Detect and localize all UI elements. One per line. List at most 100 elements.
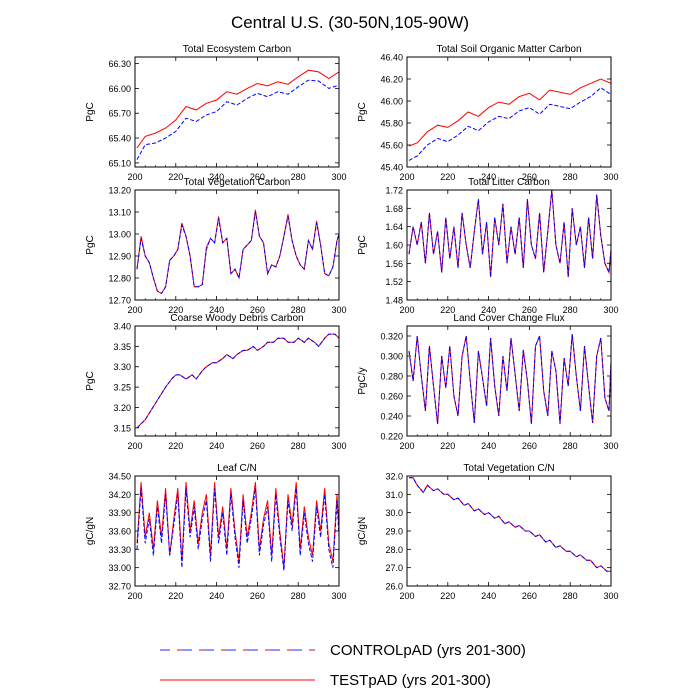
- plot-frame: [406, 56, 612, 168]
- panel-coarse-woody-debris-carbon: Coarse Woody Debris Carbon PgC 200 220 240 26…: [85, 313, 347, 451]
- x-tick-label: 240: [481, 172, 496, 182]
- y-tick-label: 65.10: [108, 158, 131, 168]
- y-tick-label: 3.40: [113, 322, 131, 332]
- x-tick-label: 260: [522, 172, 537, 182]
- x-tick-label: 280: [291, 441, 306, 451]
- legend-control-label: CONTROLpAD (yrs 201-300): [330, 642, 526, 659]
- panel-title: Total Vegetation C/N: [463, 463, 554, 474]
- x-tick-label: 280: [291, 305, 306, 315]
- y-tick-label: 3.35: [113, 342, 131, 352]
- series-line-controlpad: [408, 87, 611, 161]
- y-tick-label: 12.70: [108, 296, 131, 306]
- x-tick-label: 260: [522, 591, 537, 601]
- x-tick-label: 280: [563, 441, 578, 451]
- plot-frame: [134, 325, 340, 437]
- y-tick-label: 13.00: [108, 230, 131, 240]
- x-tick-label: 200: [399, 591, 414, 601]
- y-tick-label: 1.68: [385, 204, 403, 214]
- legend: CONTROLpAD (yrs 201-300) TESTpAD (yrs 20…: [160, 642, 526, 689]
- x-tick-label: 220: [440, 441, 455, 451]
- y-tick-label: 0.220: [380, 432, 403, 442]
- y-tick-label: 30.0: [385, 508, 403, 518]
- y-tick-label: 13.10: [108, 208, 131, 218]
- y-tick-label: 1.48: [385, 296, 403, 306]
- x-tick-label: 200: [127, 172, 142, 182]
- x-tick-label: 300: [603, 441, 618, 451]
- x-tick-label: 240: [209, 305, 224, 315]
- panel-title: Total Litter Carbon: [468, 177, 550, 188]
- panel-title: Leaf C/N: [217, 463, 256, 474]
- y-tick-label: 3.20: [113, 403, 131, 413]
- x-tick-label: 300: [603, 172, 618, 182]
- x-tick-label: 220: [168, 172, 183, 182]
- plot-frame: [406, 475, 612, 587]
- series-line-controlpad: [409, 477, 611, 572]
- x-tick-label: 220: [440, 172, 455, 182]
- y-axis-label: PgC: [357, 102, 368, 121]
- x-tick-label: 260: [250, 305, 265, 315]
- series-line-controlpad: [136, 333, 339, 429]
- x-tick-label: 260: [522, 441, 537, 451]
- panel-total-vegetation-carbon: Total Vegetation Carbon PgC 200 220 240 260 28…: [85, 177, 347, 315]
- panel-title: Total Ecosystem Carbon: [183, 44, 291, 55]
- y-axis-label: gC/gN: [85, 517, 96, 545]
- x-tick-label: 240: [209, 591, 224, 601]
- y-tick-label: 33.00: [108, 563, 131, 573]
- x-tick-label: 260: [250, 591, 265, 601]
- panel-total-soil-organic-matter-carbon: Total Soil Organic Matter Carbon PgC 200 22…: [357, 44, 619, 182]
- y-tick-label: 29.0: [385, 527, 403, 537]
- series-line-controlpad: [408, 190, 611, 278]
- y-tick-label: 32.0: [385, 472, 403, 482]
- x-tick-label: 200: [399, 441, 414, 451]
- y-axis-label: PgC: [85, 371, 96, 390]
- plot-frame: [406, 189, 612, 301]
- y-axis-label: PgC: [357, 235, 368, 254]
- x-tick-label: 280: [563, 591, 578, 601]
- panel-title: Coarse Woody Debris Carbon: [170, 313, 303, 324]
- y-tick-label: 3.25: [113, 383, 131, 393]
- y-tick-label: 13.20: [108, 186, 131, 196]
- y-tick-label: 1.72: [385, 186, 403, 196]
- x-tick-label: 240: [481, 305, 496, 315]
- y-axis-label: PgC: [85, 102, 96, 121]
- y-tick-label: 3.30: [113, 362, 131, 372]
- y-tick-label: 12.90: [108, 252, 131, 262]
- x-tick-label: 240: [209, 172, 224, 182]
- y-tick-label: 31.0: [385, 490, 403, 500]
- x-tick-label: 220: [168, 591, 183, 601]
- plot-frame: [134, 56, 340, 168]
- plot-frame: [134, 189, 340, 301]
- y-tick-label: 46.00: [380, 97, 403, 107]
- y-tick-label: 45.80: [380, 119, 403, 129]
- series-line-controlpad: [136, 79, 339, 160]
- series-line-testpad: [408, 78, 611, 147]
- x-tick-label: 220: [168, 305, 183, 315]
- x-tick-label: 200: [399, 305, 414, 315]
- legend-test-label: TESTpAD (yrs 201-300): [330, 672, 491, 689]
- x-tick-label: 220: [168, 441, 183, 451]
- x-tick-label: 200: [399, 172, 414, 182]
- panel-land-cover-change-flux: Land Cover Change Flux PgC/y 200 220 240 260 2…: [357, 313, 619, 451]
- y-tick-label: 27.0: [385, 563, 403, 573]
- y-tick-label: 0.300: [380, 352, 403, 362]
- y-tick-label: 66.30: [108, 59, 131, 69]
- y-tick-label: 32.70: [108, 582, 131, 592]
- y-tick-label: 1.60: [385, 241, 403, 251]
- y-tick-label: 0.320: [380, 332, 403, 342]
- y-tick-label: 0.240: [380, 412, 403, 422]
- y-tick-label: 45.40: [380, 163, 403, 173]
- series-line-controlpad: [408, 333, 611, 425]
- x-tick-label: 200: [127, 305, 142, 315]
- panel-title: Total Soil Organic Matter Carbon: [436, 44, 581, 55]
- y-tick-label: 33.60: [108, 527, 131, 537]
- y-tick-label: 12.80: [108, 274, 131, 284]
- x-tick-label: 240: [209, 441, 224, 451]
- x-tick-label: 260: [250, 172, 265, 182]
- x-tick-label: 300: [331, 591, 346, 601]
- x-tick-label: 200: [127, 441, 142, 451]
- figure-title: Central U.S. (30-50N,105-90W): [231, 13, 469, 32]
- x-tick-label: 300: [331, 441, 346, 451]
- panel-grid: Total Ecosystem Carbon PgC 200 220 240 260 280…: [85, 44, 619, 601]
- x-tick-label: 240: [481, 441, 496, 451]
- panel-total-litter-carbon: Total Litter Carbon PgC 200 220 240 260 280 300…: [357, 177, 619, 315]
